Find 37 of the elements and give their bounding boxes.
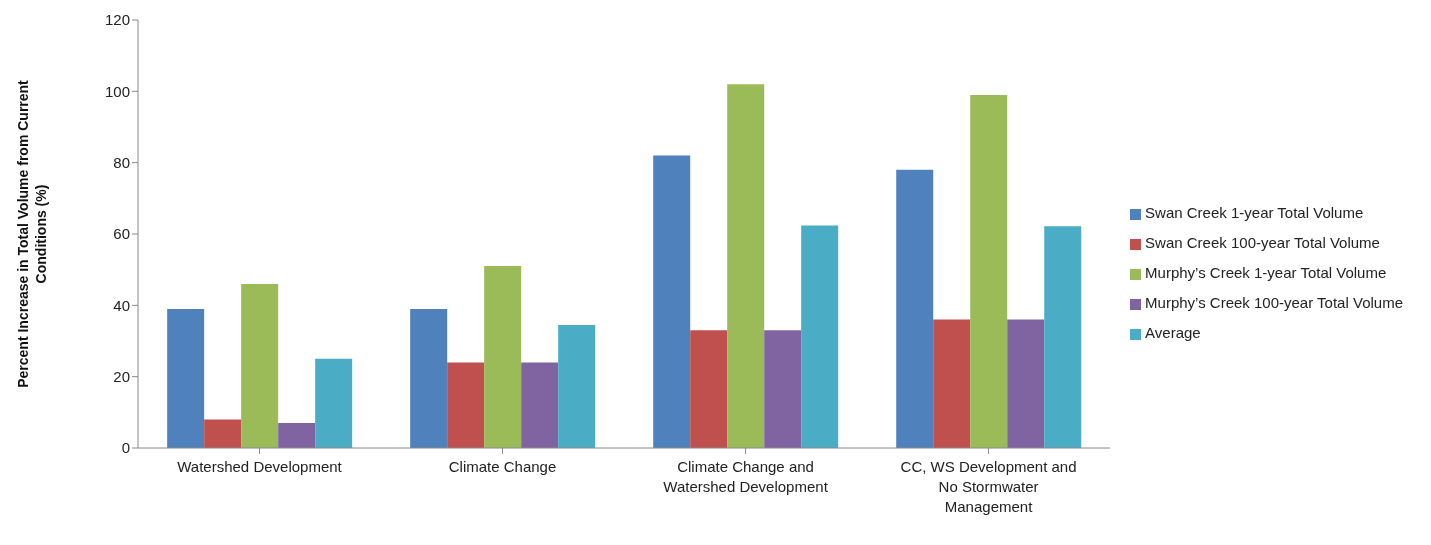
bar <box>970 94 1008 448</box>
y-tick-label: 20 <box>113 367 130 385</box>
x-tick-label: Climate Change <box>448 458 557 475</box>
bar <box>1044 226 1082 448</box>
legend-label: Average <box>1145 324 1201 341</box>
bar <box>653 155 691 448</box>
y-tick-label: 0 <box>121 439 130 457</box>
bar <box>278 423 316 448</box>
legend-label: Swan Creek 1-year Total Volume <box>1145 204 1364 221</box>
x-tick-label: Climate Change and Watershed Development <box>663 458 829 495</box>
bar <box>801 225 839 448</box>
bar <box>241 283 279 448</box>
bar <box>690 330 728 448</box>
bar <box>447 362 485 448</box>
bar <box>167 308 205 448</box>
bar <box>1007 319 1045 448</box>
bar <box>558 324 596 448</box>
bar <box>933 319 971 448</box>
x-tick-label: CC, WS Development and No Stormwater Management <box>900 458 1077 515</box>
y-tick-label: 80 <box>113 153 130 171</box>
legend-label: Murphy’s Creek 100-year Total Volume <box>1145 294 1403 311</box>
y-tick-label: 120 <box>104 11 130 29</box>
y-axis-title: Percent Increase in Total Volume from Current Conditions (%) <box>15 79 49 388</box>
bar <box>521 362 559 448</box>
legend-label: Murphy’s Creek 1-year Total Volume <box>1145 264 1387 281</box>
bar <box>484 266 522 448</box>
legend-label: Swan Creek 100-year Total Volume <box>1145 234 1380 251</box>
x-tick-label: Watershed Development <box>177 458 343 475</box>
bar <box>727 84 765 448</box>
bar <box>204 419 242 448</box>
bar <box>315 358 353 448</box>
bar <box>764 330 802 448</box>
y-tick-label: 40 <box>113 296 130 314</box>
bar <box>896 169 934 448</box>
y-tick-label: 100 <box>104 82 130 100</box>
y-tick-label: 60 <box>113 225 130 243</box>
bar <box>410 308 448 448</box>
